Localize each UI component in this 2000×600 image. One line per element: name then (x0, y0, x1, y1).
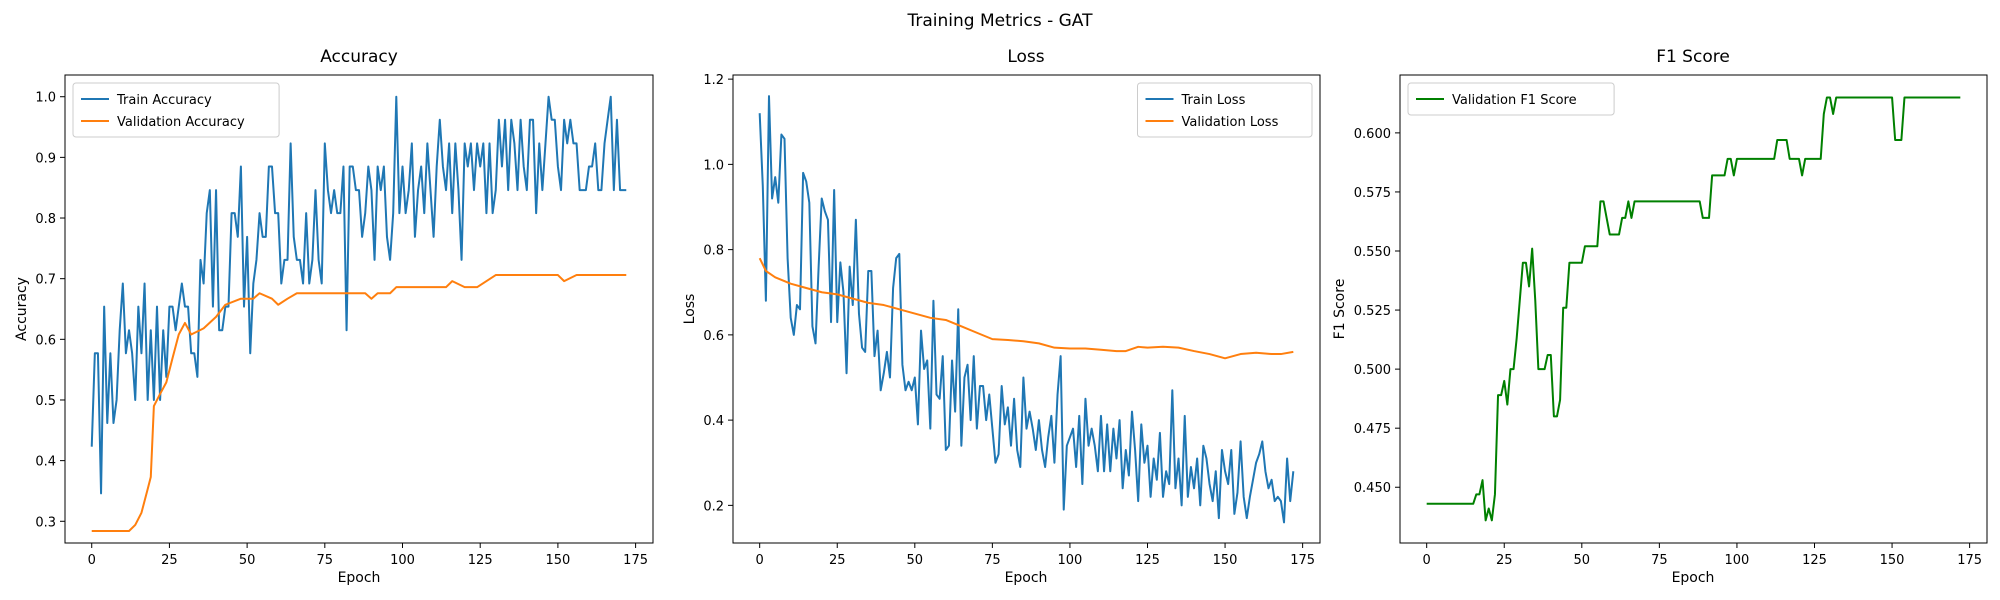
y-tick-label: 1.0 (35, 91, 56, 106)
y-tick-label: 0.9 (35, 151, 56, 166)
y-tick-label: 0.6 (35, 333, 56, 348)
axes-frame (1399, 74, 1988, 544)
series-line (90, 95, 627, 495)
x-tick-label: 75 (1651, 553, 1668, 568)
panel-f1-score: F1 Score 0 25 50 75 100 125 150 175 0.450 0.475 0.… (1332, 47, 1988, 586)
legend-box (72, 82, 280, 138)
axes-frame (732, 74, 1321, 544)
plot-area: 0 25 50 75 100 125 150 175 0.450 0.475 0.500 0.525 0… (1354, 74, 1988, 568)
x-tick-label: 125 (1135, 553, 1160, 568)
y-tick-label: 0.8 (703, 244, 724, 259)
y-tick-label: 1.2 (703, 73, 724, 88)
x-tick-label: 150 (1880, 553, 1905, 568)
x-tick-label: 150 (1213, 553, 1238, 568)
y-tick-label: 0.2 (703, 499, 724, 514)
x-tick-label: 175 (623, 553, 648, 568)
figure-suptitle: Training Metrics - GAT (907, 11, 1094, 31)
x-tick-label: 125 (1802, 553, 1827, 568)
legend: Train Accuracy Validation Accuracy (72, 82, 280, 138)
plot-area: 0 25 50 75 100 125 150 175 0.3 0.4 0.5 0.6 0.7 0.8 0.9… (35, 74, 654, 568)
x-tick-label: 100 (1725, 553, 1750, 568)
x-tick-label: 25 (1496, 553, 1513, 568)
x-tick-label: 50 (1574, 553, 1591, 568)
y-tick-label: 0.5 (35, 394, 56, 409)
y-tick-label: 0.550 (1354, 245, 1391, 260)
x-tick-label: 100 (1058, 553, 1083, 568)
panel-title: Loss (1007, 47, 1044, 67)
x-tick-label: 0 (756, 553, 764, 568)
legend: Train Loss Validation Loss (1137, 82, 1313, 138)
y-tick-label: 0.8 (35, 212, 56, 227)
legend-box (1137, 82, 1313, 138)
y-tick-label: 0.4 (703, 414, 724, 429)
x-axis-label: Epoch (1005, 570, 1048, 586)
plot-area: 0 25 50 75 100 125 150 175 0.2 0.4 0.6 0.8 1.0 1.2 Tra… (703, 73, 1321, 568)
y-tick-label: 1.0 (703, 158, 724, 173)
y-tick-label: 0.500 (1354, 363, 1391, 378)
y-tick-label: 0.450 (1354, 481, 1391, 496)
panel-title: Accuracy (320, 47, 398, 67)
x-tick-label: 0 (88, 553, 96, 568)
y-tick-label: 0.6 (703, 329, 724, 344)
x-tick-label: 100 (390, 553, 415, 568)
x-tick-label: 175 (1290, 553, 1315, 568)
x-tick-label: 25 (829, 553, 846, 568)
x-axis-label: Epoch (338, 570, 381, 586)
x-axis-label: Epoch (1672, 570, 1715, 586)
x-tick-label: 75 (317, 553, 334, 568)
x-tick-label: 150 (545, 553, 570, 568)
y-tick-label: 0.575 (1354, 186, 1391, 201)
x-tick-label: 50 (239, 553, 256, 568)
y-tick-label: 0.7 (35, 273, 56, 288)
legend-entry: Train Accuracy (116, 93, 212, 108)
y-tick-label: 0.525 (1354, 304, 1391, 319)
legend-entry: Validation Accuracy (117, 115, 245, 130)
legend-entry: Train Loss (1181, 93, 1246, 108)
panel-title: F1 Score (1656, 47, 1730, 67)
axes-frame (64, 74, 654, 544)
panel-loss: Loss 0 25 50 75 100 125 150 175 0.2 0.4 0.6 0.8 1.0 1… (682, 47, 1321, 586)
series-line (758, 257, 1294, 360)
x-tick-label: 175 (1957, 553, 1982, 568)
series-line (91, 274, 627, 532)
legend: Validation F1 Score (1407, 82, 1615, 116)
x-tick-label: 25 (161, 553, 178, 568)
x-tick-label: 0 (1423, 553, 1431, 568)
x-tick-label: 50 (907, 553, 924, 568)
x-tick-label: 125 (468, 553, 493, 568)
y-tick-label: 0.600 (1354, 127, 1391, 142)
series-line (1426, 96, 1961, 522)
x-tick-label: 75 (984, 553, 1001, 568)
y-tick-label: 0.4 (35, 455, 56, 470)
series-line (758, 95, 1295, 524)
y-axis-label: Loss (682, 294, 698, 325)
y-tick-label: 0.3 (35, 515, 56, 530)
y-tick-label: 0.475 (1354, 422, 1391, 437)
y-axis-label: F1 Score (1332, 279, 1348, 340)
y-axis-label: Accuracy (14, 277, 30, 341)
legend-entry: Validation Loss (1182, 115, 1279, 130)
legend-entry: Validation F1 Score (1452, 93, 1577, 108)
panel-accuracy: Accuracy 0 25 50 75 100 125 150 175 0.3 0.4 0.5 0.6… (14, 47, 654, 586)
legend-box (1407, 82, 1615, 116)
